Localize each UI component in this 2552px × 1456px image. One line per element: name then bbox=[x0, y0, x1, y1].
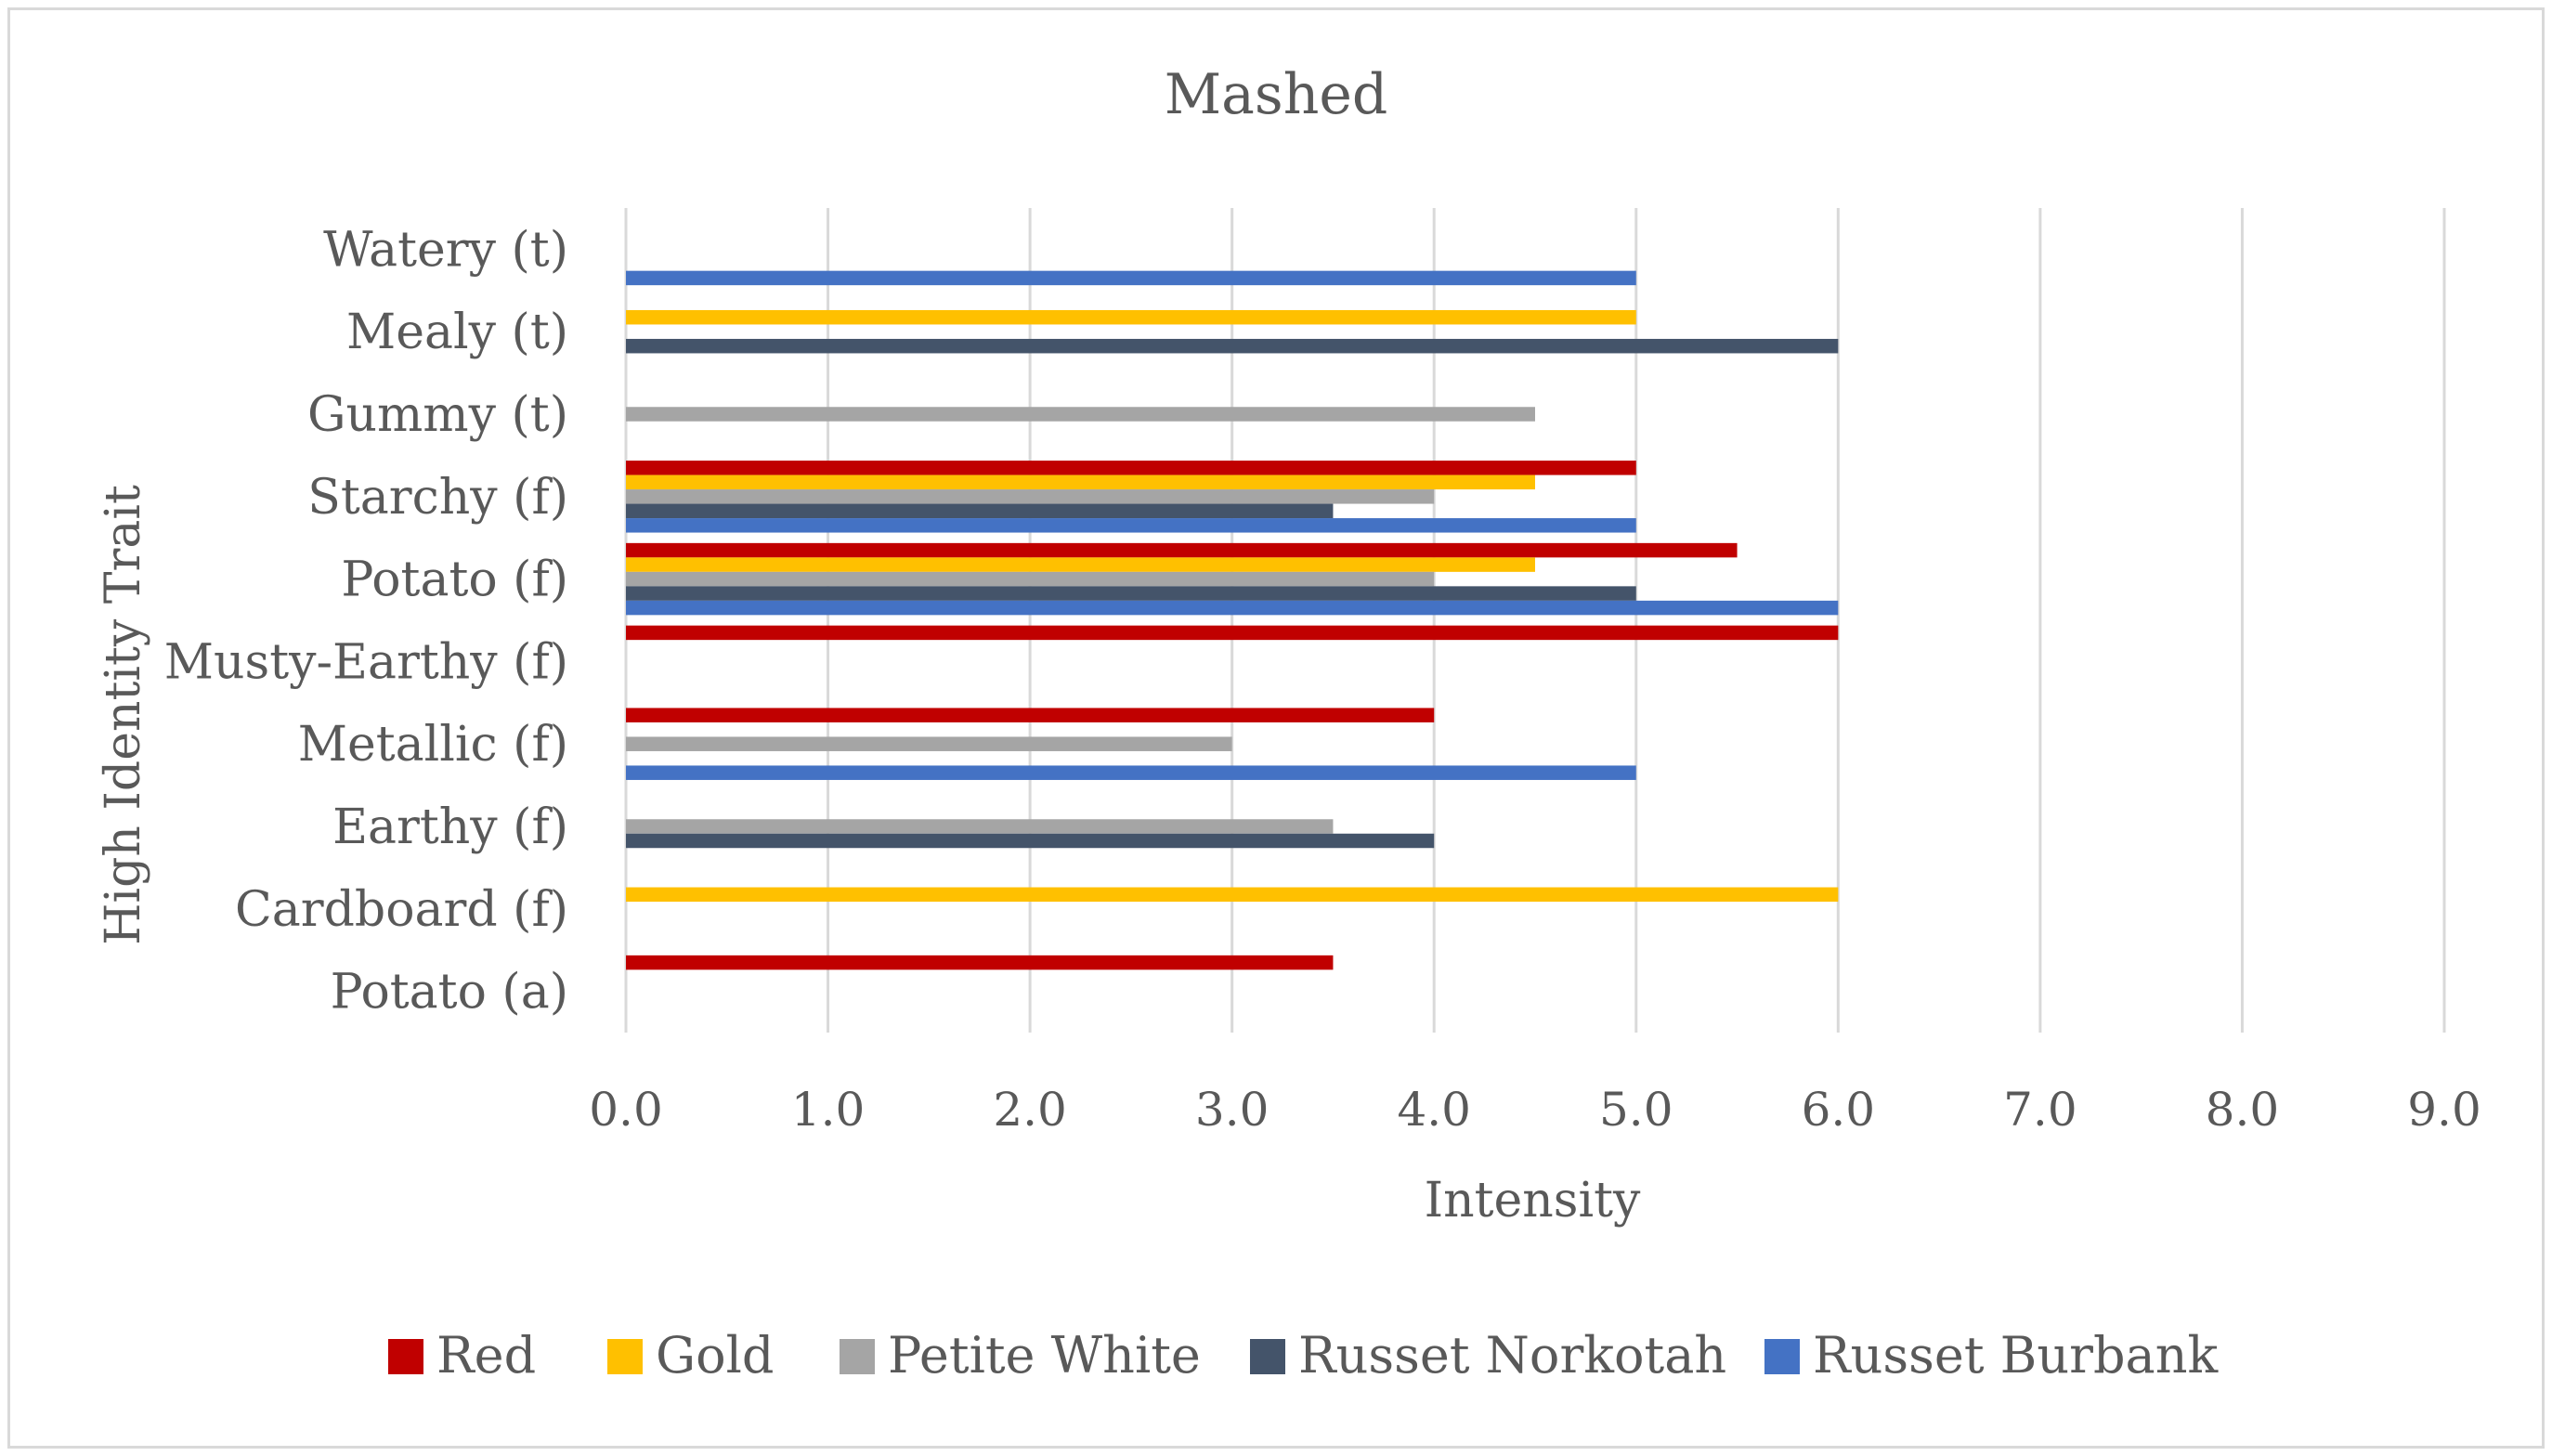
x-tick-label: 0.0 bbox=[589, 1083, 663, 1137]
x-axis-title: Intensity bbox=[1425, 1173, 1641, 1228]
x-tick-label: 7.0 bbox=[2003, 1083, 2077, 1137]
category-label: Watery (t) bbox=[323, 222, 568, 278]
legend-label: Russet Burbank bbox=[1813, 1326, 2219, 1384]
bar-petite-white bbox=[626, 489, 1435, 504]
legend-swatch bbox=[607, 1339, 643, 1374]
category-label: Potato (a) bbox=[331, 965, 568, 1020]
bar-russet-burbank bbox=[626, 518, 1636, 533]
x-tick-label: 4.0 bbox=[1397, 1083, 1471, 1137]
x-tick-label: 1.0 bbox=[791, 1083, 866, 1137]
category-label: Metallic (f) bbox=[298, 717, 568, 773]
y-axis-title: High Identity Trait bbox=[96, 485, 151, 945]
legend-swatch bbox=[388, 1339, 423, 1374]
bar-petite-white bbox=[626, 571, 1435, 587]
legend: Red Gold Petite White Russet Norkotah Russet… bbox=[388, 1326, 2219, 1384]
x-tick-label: 8.0 bbox=[2206, 1083, 2280, 1137]
legend-label: Red bbox=[436, 1326, 536, 1384]
chart-area bbox=[7, 7, 2545, 1449]
bar-gold bbox=[626, 309, 1636, 325]
bar-russet-burbank bbox=[626, 600, 1839, 616]
bars bbox=[626, 270, 1839, 970]
x-tick-label: 5.0 bbox=[1599, 1083, 1673, 1137]
bar-russet-norkotah bbox=[626, 338, 1839, 354]
bar-gold bbox=[626, 887, 1839, 903]
legend-swatch bbox=[1250, 1339, 1285, 1374]
legend-label: Petite White bbox=[888, 1326, 1201, 1384]
bar-russet-burbank bbox=[626, 270, 1636, 286]
x-axis-ticks: 0.0 1.0 2.0 3.0 4.0 5.0 6.0 7.0 8.0 9.0 bbox=[589, 1083, 2481, 1137]
x-tick-label: 9.0 bbox=[2407, 1083, 2481, 1137]
bar-red bbox=[626, 955, 1334, 970]
bar-russet-norkotah bbox=[626, 833, 1435, 849]
x-tick-label: 3.0 bbox=[1195, 1083, 1269, 1137]
bar-petite-white bbox=[626, 407, 1535, 422]
bar-red bbox=[626, 708, 1435, 722]
category-label: Potato (f) bbox=[341, 552, 568, 608]
category-label: Gummy (t) bbox=[307, 387, 568, 443]
legend-swatch bbox=[840, 1339, 875, 1374]
x-tick-label: 2.0 bbox=[993, 1083, 1067, 1137]
bar-red bbox=[626, 461, 1636, 475]
chart-title: Mashed bbox=[1165, 62, 1388, 127]
x-tick-label: 6.0 bbox=[1802, 1083, 1876, 1137]
bar-red bbox=[626, 625, 1839, 641]
bar-petite-white bbox=[626, 819, 1334, 834]
legend-label: Gold bbox=[656, 1326, 775, 1384]
bar-russet-burbank bbox=[626, 765, 1636, 780]
bar-russet-norkotah bbox=[626, 586, 1636, 601]
category-label: Mealy (t) bbox=[346, 305, 568, 360]
category-label: Earthy (f) bbox=[332, 800, 568, 855]
category-label: Cardboard (f) bbox=[235, 882, 568, 938]
legend-label: Russet Norkotah bbox=[1298, 1326, 1726, 1384]
bar-gold bbox=[626, 557, 1535, 572]
bar-petite-white bbox=[626, 736, 1232, 751]
category-label: Starchy (f) bbox=[307, 470, 568, 526]
bar-red bbox=[626, 542, 1738, 558]
category-label: Musty-Earthy (f) bbox=[164, 634, 568, 690]
legend-swatch bbox=[1764, 1339, 1800, 1374]
bar-gold bbox=[626, 474, 1535, 490]
bar-russet-norkotah bbox=[626, 503, 1334, 519]
y-axis-categories: Potato (a) Cardboard (f) Earthy (f) Metalli… bbox=[164, 222, 568, 1020]
gridlines bbox=[624, 208, 2446, 1033]
